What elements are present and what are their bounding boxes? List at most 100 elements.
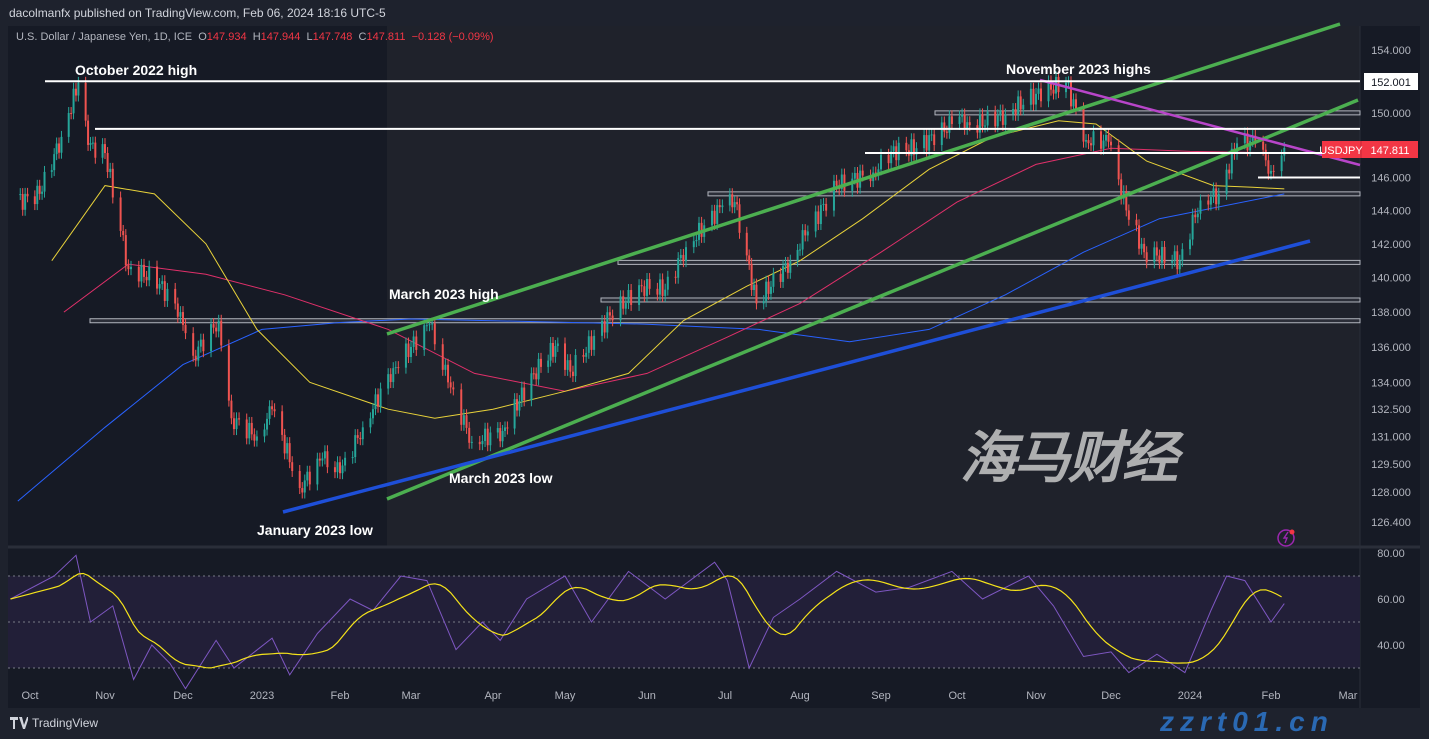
candle-down	[465, 415, 468, 428]
candle-up	[89, 142, 92, 145]
candle-up	[130, 266, 132, 270]
candle-down	[298, 470, 301, 489]
candle-up	[1283, 147, 1286, 156]
candle-down	[1254, 135, 1257, 142]
candle-up	[961, 114, 964, 117]
level-price-label: 152.001	[1371, 77, 1411, 89]
candle-up	[140, 264, 143, 282]
candle-down	[590, 336, 593, 350]
candle-down	[106, 153, 109, 173]
candle-up	[851, 178, 854, 191]
candle-up	[606, 312, 609, 333]
candle-down	[523, 387, 526, 401]
candle-down	[441, 344, 444, 370]
candle-down	[127, 265, 130, 270]
candle-down	[194, 355, 197, 361]
candle-down	[736, 202, 739, 205]
candle-up	[685, 247, 687, 262]
candle-down	[111, 168, 114, 198]
candle-up	[24, 193, 27, 210]
candle-down	[804, 230, 807, 236]
candle-up	[624, 303, 627, 309]
candle-up	[392, 368, 395, 383]
symbol-name: U.S. Dollar / Japanese Yen, 1D, ICE	[16, 31, 193, 43]
candle-up	[978, 114, 981, 133]
candle-down	[339, 462, 341, 474]
candle-up	[410, 346, 412, 358]
candle-down	[532, 373, 535, 375]
candle-up	[890, 151, 893, 164]
candle-up	[996, 115, 999, 127]
candle-up	[753, 284, 756, 291]
candle-up	[1105, 134, 1107, 141]
candle-up	[266, 418, 269, 430]
candle-up	[166, 288, 169, 301]
price-tick-label: 142.000	[1371, 239, 1411, 251]
price-tick-label: 136.000	[1371, 342, 1411, 354]
candle-up	[321, 458, 324, 461]
rsi-ma-line	[10, 572, 1282, 669]
channel-upper-line[interactable]	[386, 22, 1341, 336]
time-tick-label: 2023	[250, 690, 274, 702]
candle-up	[822, 203, 825, 206]
rsi-tick-label: 40.00	[1377, 640, 1405, 652]
tradingview-logo[interactable]: TradingView	[10, 716, 98, 730]
candle-down	[156, 266, 158, 289]
candle-down	[468, 427, 471, 443]
candle-up	[796, 249, 799, 261]
candle-down	[540, 358, 542, 367]
candle-down	[1110, 141, 1112, 146]
candle-up	[530, 373, 533, 401]
lightning-icon[interactable]	[1277, 529, 1295, 547]
candle-down	[291, 462, 294, 471]
candle-up	[1217, 193, 1220, 205]
candle-up	[101, 144, 104, 158]
candle-down	[38, 185, 41, 194]
candle-up	[323, 451, 326, 459]
candle-down	[786, 262, 789, 273]
candle-up	[695, 239, 698, 242]
candle-down	[994, 111, 997, 127]
candle-up	[814, 211, 817, 232]
close-value: 147.811	[366, 31, 406, 43]
candle-down	[301, 488, 304, 493]
candle-up	[765, 281, 768, 302]
resistance-trendline[interactable]	[1039, 78, 1361, 167]
channel-lower-line[interactable]	[386, 98, 1359, 501]
last-price-label: 147.811	[1371, 145, 1410, 157]
support-trendline[interactable]	[282, 239, 1311, 514]
candle-up	[501, 430, 504, 442]
candle-down	[415, 336, 418, 350]
candle-down	[87, 120, 90, 145]
candle-down	[333, 467, 336, 473]
candle-down	[1143, 243, 1146, 253]
candle-up	[1171, 260, 1174, 263]
low-value: 147.748	[312, 31, 353, 43]
annotation-october-2022-high: October 2022 high	[75, 62, 198, 78]
candle-up	[351, 457, 354, 459]
candle-up	[587, 336, 590, 353]
candle-down	[516, 399, 518, 411]
brand-label: TradingView	[32, 716, 99, 730]
candle-up	[316, 458, 319, 485]
candle-down	[1040, 88, 1042, 102]
candle-up	[484, 428, 487, 442]
candle-up	[574, 354, 577, 377]
watermark-url: zzrt01.cn	[1160, 706, 1334, 737]
candle-up	[179, 312, 182, 317]
candle-down	[1019, 96, 1022, 110]
candle-down	[817, 211, 820, 225]
candle-up	[554, 346, 557, 357]
candle-down	[943, 122, 946, 132]
candle-up	[412, 336, 415, 347]
candle-up	[50, 170, 53, 172]
candle-down	[1228, 169, 1231, 174]
time-tick-label: Oct	[948, 690, 965, 702]
candle-up	[374, 394, 377, 410]
low-label: L	[306, 31, 313, 43]
candle-up	[77, 82, 80, 96]
candle-up	[217, 320, 220, 332]
candle-up	[210, 324, 213, 352]
candle-up	[1225, 169, 1228, 194]
